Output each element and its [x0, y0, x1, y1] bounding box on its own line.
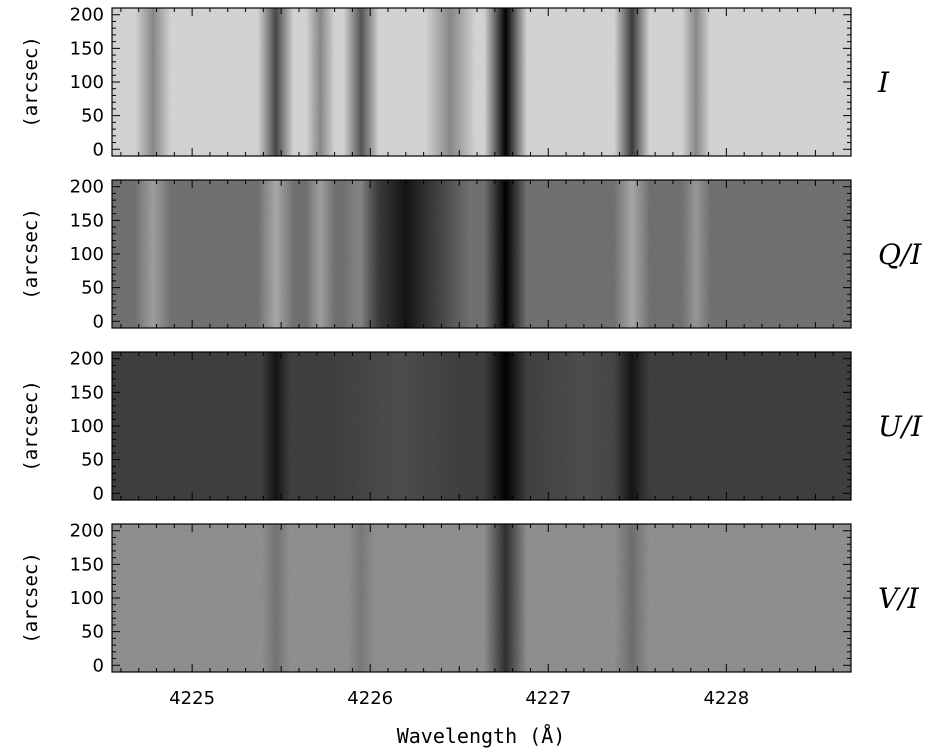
- y-axis-label: (arcsec): [20, 380, 42, 472]
- y-tick-label: 50: [81, 278, 104, 299]
- y-tick-label: 150: [70, 382, 104, 403]
- noise-texture: [112, 8, 851, 156]
- noise-texture: [112, 180, 851, 328]
- panel-label: U/I: [878, 410, 923, 443]
- noise-texture: [112, 352, 851, 500]
- panel-image: [112, 180, 851, 328]
- panel-2: 0 50 100 150 200 (arcsec) Q/I: [20, 177, 922, 333]
- y-tick-label: 200: [70, 177, 104, 198]
- y-tick-label: 200: [70, 5, 104, 26]
- y-tick-label: 150: [70, 38, 104, 59]
- y-tick-label: 50: [81, 450, 104, 471]
- y-tick-label: 200: [70, 521, 104, 542]
- panel-label: I: [877, 66, 890, 99]
- panel-image: [112, 524, 851, 672]
- x-tick-label: 4226: [347, 688, 393, 709]
- y-axis-label: (arcsec): [20, 552, 42, 644]
- x-tick-label: 4225: [169, 688, 215, 709]
- panel-label: V/I: [878, 582, 920, 615]
- y-tick-label: 150: [70, 554, 104, 575]
- panel-3: 0 50 100 150 200 (arcsec) U/I: [20, 349, 923, 505]
- y-tick-label: 50: [81, 622, 104, 643]
- y-tick-label: 0: [93, 483, 104, 504]
- panel-1: 0 50 100 150 200 (arcsec) I: [20, 5, 890, 161]
- panel-label: Q/I: [878, 238, 922, 271]
- y-tick-label: 100: [70, 72, 104, 93]
- x-tick-label: 4228: [703, 688, 749, 709]
- x-axis-label: Wavelength (Å): [397, 724, 566, 748]
- y-tick-label: 100: [70, 588, 104, 609]
- y-tick-label: 0: [93, 655, 104, 676]
- y-tick-label: 150: [70, 210, 104, 231]
- y-axis-label: (arcsec): [20, 36, 42, 128]
- panel-image: [112, 8, 851, 156]
- panel-image: [112, 352, 851, 500]
- y-tick-label: 100: [70, 416, 104, 437]
- y-tick-label: 200: [70, 349, 104, 370]
- x-tick-label: 4227: [525, 688, 571, 709]
- y-tick-label: 0: [93, 139, 104, 160]
- y-axis-label: (arcsec): [20, 208, 42, 300]
- panel-4: 0 50 100 150 200 (arcsec) V/I: [20, 521, 920, 677]
- y-tick-label: 0: [93, 311, 104, 332]
- y-tick-label: 100: [70, 244, 104, 265]
- noise-texture: [112, 524, 851, 672]
- y-tick-label: 50: [81, 106, 104, 127]
